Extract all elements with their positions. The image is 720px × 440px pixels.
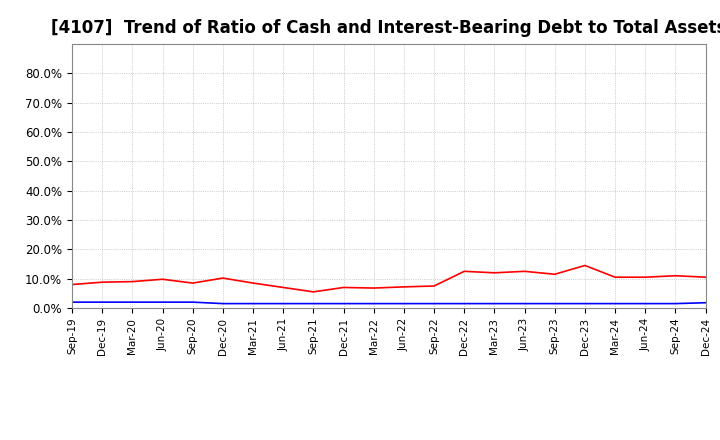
Interest-Bearing Debt — [550, 301, 559, 306]
Cash — [580, 263, 589, 268]
Interest-Bearing Debt — [460, 301, 469, 306]
Cash — [521, 269, 529, 274]
Line: Interest-Bearing Debt: Interest-Bearing Debt — [72, 302, 706, 304]
Interest-Bearing Debt — [128, 300, 137, 305]
Cash — [430, 283, 438, 289]
Cash — [158, 277, 167, 282]
Interest-Bearing Debt — [248, 301, 257, 306]
Interest-Bearing Debt — [521, 301, 529, 306]
Interest-Bearing Debt — [400, 301, 408, 306]
Interest-Bearing Debt — [279, 301, 287, 306]
Interest-Bearing Debt — [490, 301, 499, 306]
Cash — [219, 275, 228, 281]
Cash — [279, 285, 287, 290]
Interest-Bearing Debt — [219, 301, 228, 306]
Interest-Bearing Debt — [430, 301, 438, 306]
Cash — [671, 273, 680, 279]
Cash — [460, 269, 469, 274]
Interest-Bearing Debt — [369, 301, 378, 306]
Interest-Bearing Debt — [701, 300, 710, 305]
Line: Cash: Cash — [72, 265, 706, 292]
Interest-Bearing Debt — [158, 300, 167, 305]
Cash — [400, 284, 408, 290]
Cash — [309, 289, 318, 294]
Cash — [701, 275, 710, 280]
Cash — [611, 275, 619, 280]
Interest-Bearing Debt — [611, 301, 619, 306]
Cash — [248, 280, 257, 286]
Cash — [641, 275, 649, 280]
Title: [4107]  Trend of Ratio of Cash and Interest-Bearing Debt to Total Assets: [4107] Trend of Ratio of Cash and Intere… — [51, 19, 720, 37]
Cash — [369, 286, 378, 291]
Cash — [490, 270, 499, 275]
Cash — [68, 282, 76, 287]
Interest-Bearing Debt — [580, 301, 589, 306]
Cash — [98, 279, 107, 285]
Interest-Bearing Debt — [68, 300, 76, 305]
Cash — [128, 279, 137, 284]
Cash — [550, 271, 559, 277]
Interest-Bearing Debt — [339, 301, 348, 306]
Interest-Bearing Debt — [671, 301, 680, 306]
Interest-Bearing Debt — [189, 300, 197, 305]
Interest-Bearing Debt — [309, 301, 318, 306]
Interest-Bearing Debt — [641, 301, 649, 306]
Cash — [339, 285, 348, 290]
Cash — [189, 280, 197, 286]
Interest-Bearing Debt — [98, 300, 107, 305]
